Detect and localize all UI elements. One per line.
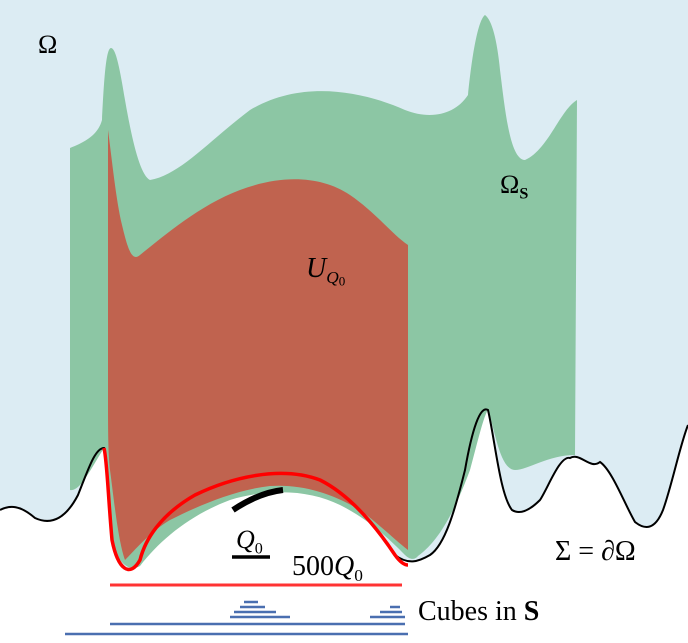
u-q0-sub: Q0 <box>326 268 346 289</box>
q500-prefix: 500 <box>292 551 334 582</box>
u-q0-region <box>108 130 408 560</box>
cubes-text: Cubes in <box>418 596 524 627</box>
cubes-in-s-label: Cubes in S <box>418 598 539 626</box>
u-q0-sub-zero: 0 <box>338 273 346 289</box>
q0-sub: 0 <box>254 540 263 558</box>
u-q0-sub-q: Q <box>326 268 339 288</box>
omega-s-base: Ω <box>500 170 520 199</box>
omega-s-label: ΩS <box>500 172 528 203</box>
q500-boundary-arc <box>102 447 409 572</box>
q0-base: Q <box>236 525 255 554</box>
cubes-in-s-group <box>65 600 408 636</box>
omega-label: Ω <box>38 30 58 59</box>
u-q0-label: UQ0 <box>306 255 345 288</box>
boundary-label: Σ = ∂Ω <box>555 536 636 567</box>
omega-s-sub: S <box>519 185 529 203</box>
q0-boundary-segment <box>231 487 284 513</box>
q500-sub: 0 <box>354 566 363 586</box>
u-q0-base: U <box>306 253 327 284</box>
cubes-bold-s: S <box>523 596 540 627</box>
q500-base: Q <box>334 551 355 582</box>
q0-label: Q0 <box>236 527 263 558</box>
q500-label: 500Q0 <box>292 551 363 586</box>
